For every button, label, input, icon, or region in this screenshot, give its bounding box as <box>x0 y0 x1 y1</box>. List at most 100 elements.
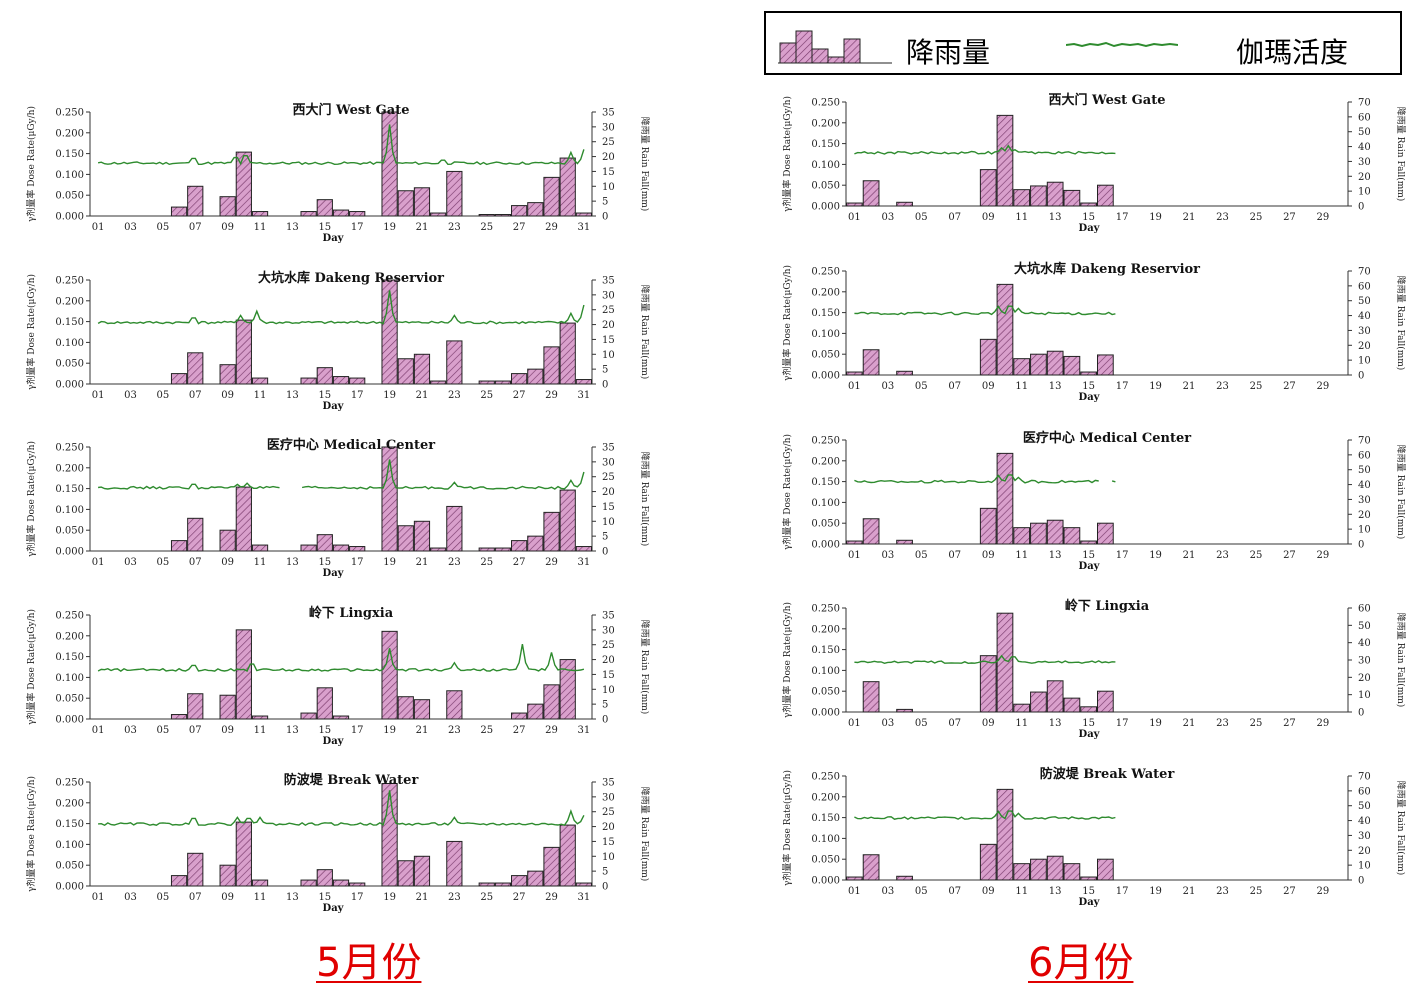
rain-bar <box>1013 358 1031 376</box>
rain-bar <box>1080 706 1097 713</box>
x-tick-label: 19 <box>383 390 396 401</box>
x-tick-label: 29 <box>545 892 558 903</box>
x-tick-label: 05 <box>157 222 170 233</box>
x-tick-label: 29 <box>1317 550 1330 561</box>
y-axis-label: γ剂量率 Dose Rate(μGy/h) <box>781 770 793 886</box>
y-tick-label: 0.000 <box>55 715 84 726</box>
x-tick-label: 09 <box>221 557 234 568</box>
y-tick-label: 0.250 <box>55 778 84 789</box>
x-tick-label: 15 <box>318 557 331 568</box>
rain-bar <box>543 684 560 720</box>
y-tick-label: 0.250 <box>811 604 840 615</box>
y-tick-label: 0.150 <box>811 308 840 319</box>
x-tick-label: 07 <box>189 390 202 401</box>
x-tick-label: 27 <box>1283 381 1296 392</box>
rain-bar <box>1063 697 1081 713</box>
y-tick-label: 0.000 <box>811 371 840 382</box>
rain-bar <box>1030 691 1047 713</box>
y2-tick-label: 25 <box>602 640 615 651</box>
rain-bar <box>235 486 252 552</box>
rain-bar <box>1097 522 1114 545</box>
y2-tick-label: 20 <box>1358 341 1371 352</box>
y2-tick-label: 60 <box>1358 112 1371 123</box>
x-tick-label: 23 <box>448 390 461 401</box>
rain-bar <box>1080 371 1097 376</box>
x-tick-label: 17 <box>1116 886 1129 897</box>
y-axis-label: γ剂量率 Dose Rate(μGy/h) <box>25 106 37 222</box>
x-tick-label: 29 <box>545 222 558 233</box>
x-tick-label: 15 <box>318 390 331 401</box>
x-axis-label: Day <box>1079 897 1101 908</box>
rain-bar <box>511 540 528 552</box>
gamma-line <box>854 654 1116 665</box>
y-tick-label: 0.000 <box>811 540 840 551</box>
chart-4: 0.0000.0500.1000.1500.2000.2500510152025… <box>25 772 651 914</box>
y2-tick-label: 30 <box>1358 157 1371 168</box>
x-tick-label: 07 <box>189 557 202 568</box>
rain-bar <box>979 338 997 376</box>
rain-bar <box>478 547 495 552</box>
x-tick-label: 23 <box>1216 381 1229 392</box>
x-tick-label: 27 <box>513 892 526 903</box>
y2-tick-label: 35 <box>602 443 615 454</box>
x-tick-label: 17 <box>351 725 364 736</box>
y2-axis-label: 降雨量 Rain Fall(mm) <box>1395 445 1406 540</box>
gamma-line <box>854 305 1116 316</box>
x-tick-label: 19 <box>1149 212 1162 223</box>
rain-bar <box>896 201 913 207</box>
rain-bar <box>446 505 463 552</box>
y-tick-label: 0.150 <box>55 484 84 495</box>
y-axis-label: γ剂量率 Dose Rate(μGy/h) <box>781 265 793 381</box>
x-tick-label: 21 <box>416 725 429 736</box>
y2-tick-label: 60 <box>1358 604 1371 615</box>
x-tick-label: 21 <box>416 892 429 903</box>
y2-tick-label: 10 <box>1358 187 1371 198</box>
rain-bar <box>1030 185 1047 207</box>
rain-bar <box>170 373 188 385</box>
y2-axis-label: 降雨量 Rain Fall(mm) <box>639 452 651 547</box>
y-tick-label: 0.150 <box>811 813 840 824</box>
chart-title: 岭下 Lingxia <box>1065 598 1150 614</box>
x-tick-label: 07 <box>948 212 961 223</box>
x-tick-label: 21 <box>416 390 429 401</box>
x-tick-label: 09 <box>221 892 234 903</box>
x-tick-label: 15 <box>318 222 331 233</box>
y-tick-label: 0.000 <box>55 380 84 391</box>
x-tick-label: 11 <box>254 222 267 233</box>
x-tick-label: 01 <box>92 390 105 401</box>
y-axis-label: γ剂量率 Dose Rate(μGy/h) <box>781 602 793 718</box>
rain-bar <box>846 202 863 207</box>
x-axis-label: Day <box>323 903 345 914</box>
rain-bar <box>397 525 414 552</box>
y-tick-label: 0.050 <box>55 694 84 705</box>
y2-tick-label: 60 <box>1358 281 1371 292</box>
y-tick-label: 0.100 <box>55 338 84 349</box>
rain-bar <box>1046 350 1064 376</box>
gamma-line <box>854 474 1099 484</box>
rain-bar <box>300 879 317 887</box>
chart-title: 医疗中心 Medical Center <box>1023 430 1191 446</box>
x-tick-label: 01 <box>92 892 105 903</box>
y-tick-label: 0.200 <box>55 296 84 307</box>
rain-bar <box>187 185 204 217</box>
chart-title: 西大门 West Gate <box>293 102 410 118</box>
chart-title: 医疗中心 Medical Center <box>267 437 435 453</box>
x-tick-label: 29 <box>545 390 558 401</box>
rain-bar <box>332 544 350 552</box>
x-tick-label: 13 <box>1049 886 1062 897</box>
x-tick-label: 01 <box>92 725 105 736</box>
rain-bar <box>170 540 188 552</box>
rain-bar <box>397 696 414 720</box>
y2-tick-label: 20 <box>602 320 615 331</box>
rain-bar <box>446 340 463 385</box>
chart-title: 岭下 Lingxia <box>309 605 394 621</box>
rain-bar <box>446 170 463 217</box>
y2-tick-label: 25 <box>602 807 615 818</box>
x-tick-label: 25 <box>480 725 493 736</box>
rain-legend-label: 降雨量 <box>906 36 991 69</box>
y-tick-label: 0.250 <box>811 98 840 109</box>
y2-tick-label: 40 <box>1358 142 1371 153</box>
rain-bar <box>1097 690 1114 713</box>
x-tick-label: 15 <box>1082 381 1095 392</box>
rain-bar <box>1013 189 1031 207</box>
